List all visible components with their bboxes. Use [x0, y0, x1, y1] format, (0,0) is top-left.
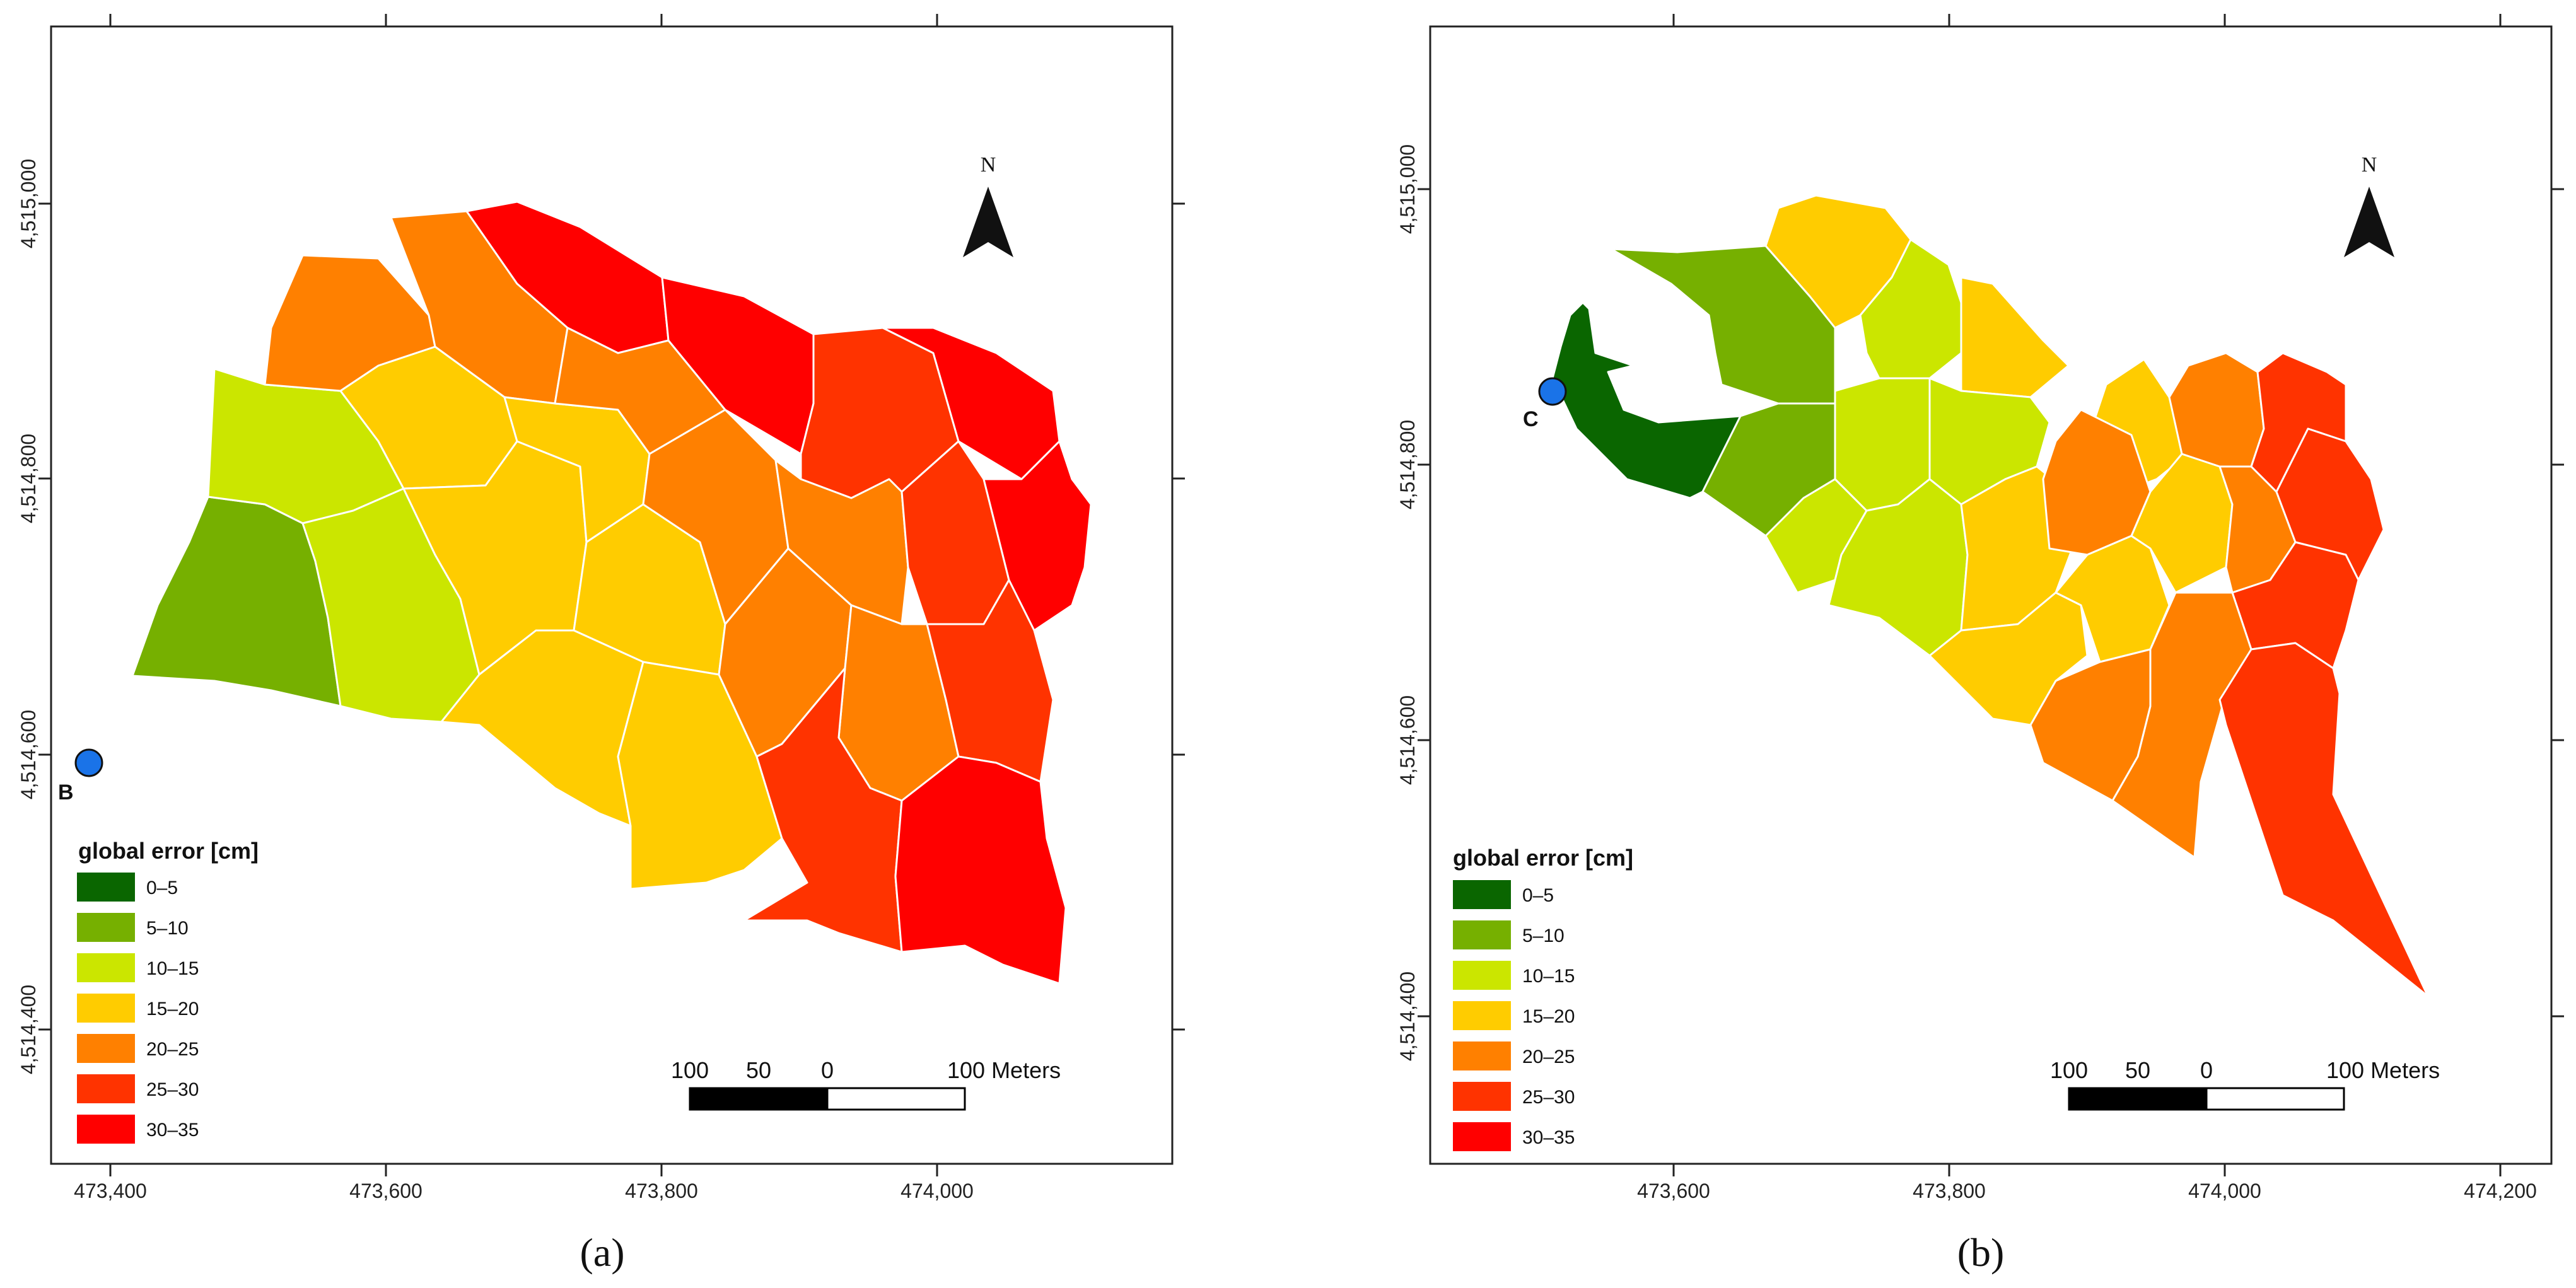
scale-label: 100	[671, 1057, 709, 1083]
zone-25-30	[2218, 642, 2429, 997]
scale-bar-b: 100 50 0 100 Meters	[2050, 1057, 2440, 1111]
legend-swatch	[77, 1074, 135, 1103]
legend-label: 25–30	[1522, 1087, 1575, 1108]
legend-label: 30–35	[1522, 1127, 1575, 1148]
x-tick-label: 473,800	[625, 1180, 698, 1202]
x-tick-label: 474,000	[2188, 1180, 2261, 1202]
legend-label: 30–35	[146, 1120, 199, 1140]
zone-0-5	[1551, 301, 1742, 499]
y-tick-label: 4,515,000	[17, 159, 40, 248]
zone-15-20	[1960, 276, 2070, 398]
scale-label: 100 Meters	[947, 1057, 1061, 1083]
legend-swatch	[77, 994, 135, 1023]
y-axis-ticks-b: 4,515,000 4,514,800 4,514,600 4,514,400	[1396, 144, 2564, 1061]
y-tick-label: 4,514,400	[1396, 972, 1419, 1061]
error-zones-a	[131, 200, 1092, 985]
scale-label: 0	[2200, 1057, 2213, 1083]
legend-swatch	[77, 1034, 135, 1063]
legend-label: 0–5	[1522, 885, 1554, 906]
panel-caption: (a)	[580, 1230, 624, 1275]
x-tick-label: 473,600	[1637, 1180, 1710, 1202]
error-zones-b	[1551, 194, 2429, 997]
scale-label: 0	[821, 1057, 834, 1083]
legend-title: global error [cm]	[1453, 845, 1633, 871]
x-tick-label: 474,000	[900, 1180, 974, 1202]
y-axis-ticks-a: 4,515,000 4,514,800 4,514,600 4,514,400	[17, 159, 1185, 1074]
point-marker-icon	[74, 748, 103, 777]
zone-25-30	[926, 579, 1054, 783]
legend-label: 5–10	[146, 918, 189, 939]
north-arrow-icon	[2344, 187, 2394, 257]
north-letter: N	[2362, 153, 2377, 177]
legend-swatch	[77, 953, 135, 982]
legend-swatch	[1453, 1082, 1511, 1111]
legend-swatch	[1453, 961, 1511, 990]
legend-label: 10–15	[1522, 966, 1575, 987]
map-frame-a	[50, 25, 1174, 1165]
scale-label: 50	[2125, 1057, 2150, 1083]
scale-label: 100	[2050, 1057, 2088, 1083]
x-axis-ticks-a: 473,400 473,600 473,800 474,000	[74, 14, 974, 1202]
map-panel-a: 473,400 473,600 473,800 474,000 4,515,00…	[17, 14, 1185, 1275]
point-label: B	[58, 780, 74, 804]
legend-swatch	[77, 913, 135, 942]
legend-title: global error [cm]	[78, 838, 259, 864]
scale-bar-a: 100 50 0 100 Meters	[671, 1057, 1061, 1111]
zone-30-35	[894, 755, 1067, 985]
legend-label: 0–5	[146, 878, 178, 898]
point-marker-icon	[1538, 377, 1567, 406]
legend-label: 5–10	[1522, 925, 1565, 946]
north-arrow-icon	[963, 187, 1013, 257]
legend-swatch	[77, 873, 135, 902]
y-tick-label: 4,514,600	[17, 710, 40, 799]
y-tick-label: 4,514,800	[1396, 420, 1419, 509]
reference-point-b: B	[58, 748, 103, 804]
scale-label: 50	[746, 1057, 771, 1083]
legend-swatch	[1453, 1122, 1511, 1151]
y-tick-label: 4,515,000	[1396, 144, 1419, 234]
x-tick-label: 473,400	[74, 1180, 147, 1202]
point-label: C	[1523, 407, 1539, 431]
legend-label: 15–20	[1522, 1006, 1575, 1027]
zone-15-20	[440, 629, 644, 827]
map-panel-b: 473,600 473,800 474,000 474,200 4,515,00…	[1396, 14, 2564, 1275]
legend-swatch	[1453, 1001, 1511, 1030]
x-tick-label: 473,600	[349, 1180, 423, 1202]
north-arrow-a: N	[963, 153, 1013, 257]
legend-swatch	[77, 1115, 135, 1144]
reference-point-c: C	[1523, 377, 1567, 431]
legend-swatch	[1453, 920, 1511, 949]
zone-25-30	[743, 667, 903, 953]
zone-20-25	[2168, 352, 2265, 468]
x-axis-ticks-b: 473,600 473,800 474,000 474,200	[1637, 14, 2537, 1202]
y-tick-label: 4,514,800	[17, 434, 40, 523]
legend-label: 15–20	[146, 999, 199, 1019]
legend-swatch	[1453, 1041, 1511, 1070]
scale-label: 100 Meters	[2326, 1057, 2440, 1083]
zone-15-20	[1928, 591, 2089, 726]
legend-b: global error [cm] 0–5 5–10 10–15 15–20 2…	[1453, 845, 1633, 1151]
x-tick-label: 473,800	[1913, 1180, 1986, 1202]
y-tick-label: 4,514,400	[17, 985, 40, 1074]
legend-label: 20–25	[1522, 1047, 1575, 1067]
panel-caption: (b)	[1957, 1230, 2005, 1275]
legend-label: 25–30	[146, 1079, 199, 1100]
legend-label: 10–15	[146, 958, 199, 979]
north-arrow-b: N	[2344, 153, 2394, 257]
north-letter: N	[981, 153, 996, 177]
x-tick-label: 474,200	[2464, 1180, 2537, 1202]
map-frame-b	[1429, 25, 2553, 1165]
legend-a: global error [cm] 0–5 5–10 10–15 15–20 2…	[77, 838, 259, 1144]
y-tick-label: 4,514,600	[1396, 695, 1419, 785]
legend-swatch	[1453, 880, 1511, 909]
zone-20-25	[2029, 648, 2152, 802]
legend-label: 20–25	[146, 1039, 199, 1060]
